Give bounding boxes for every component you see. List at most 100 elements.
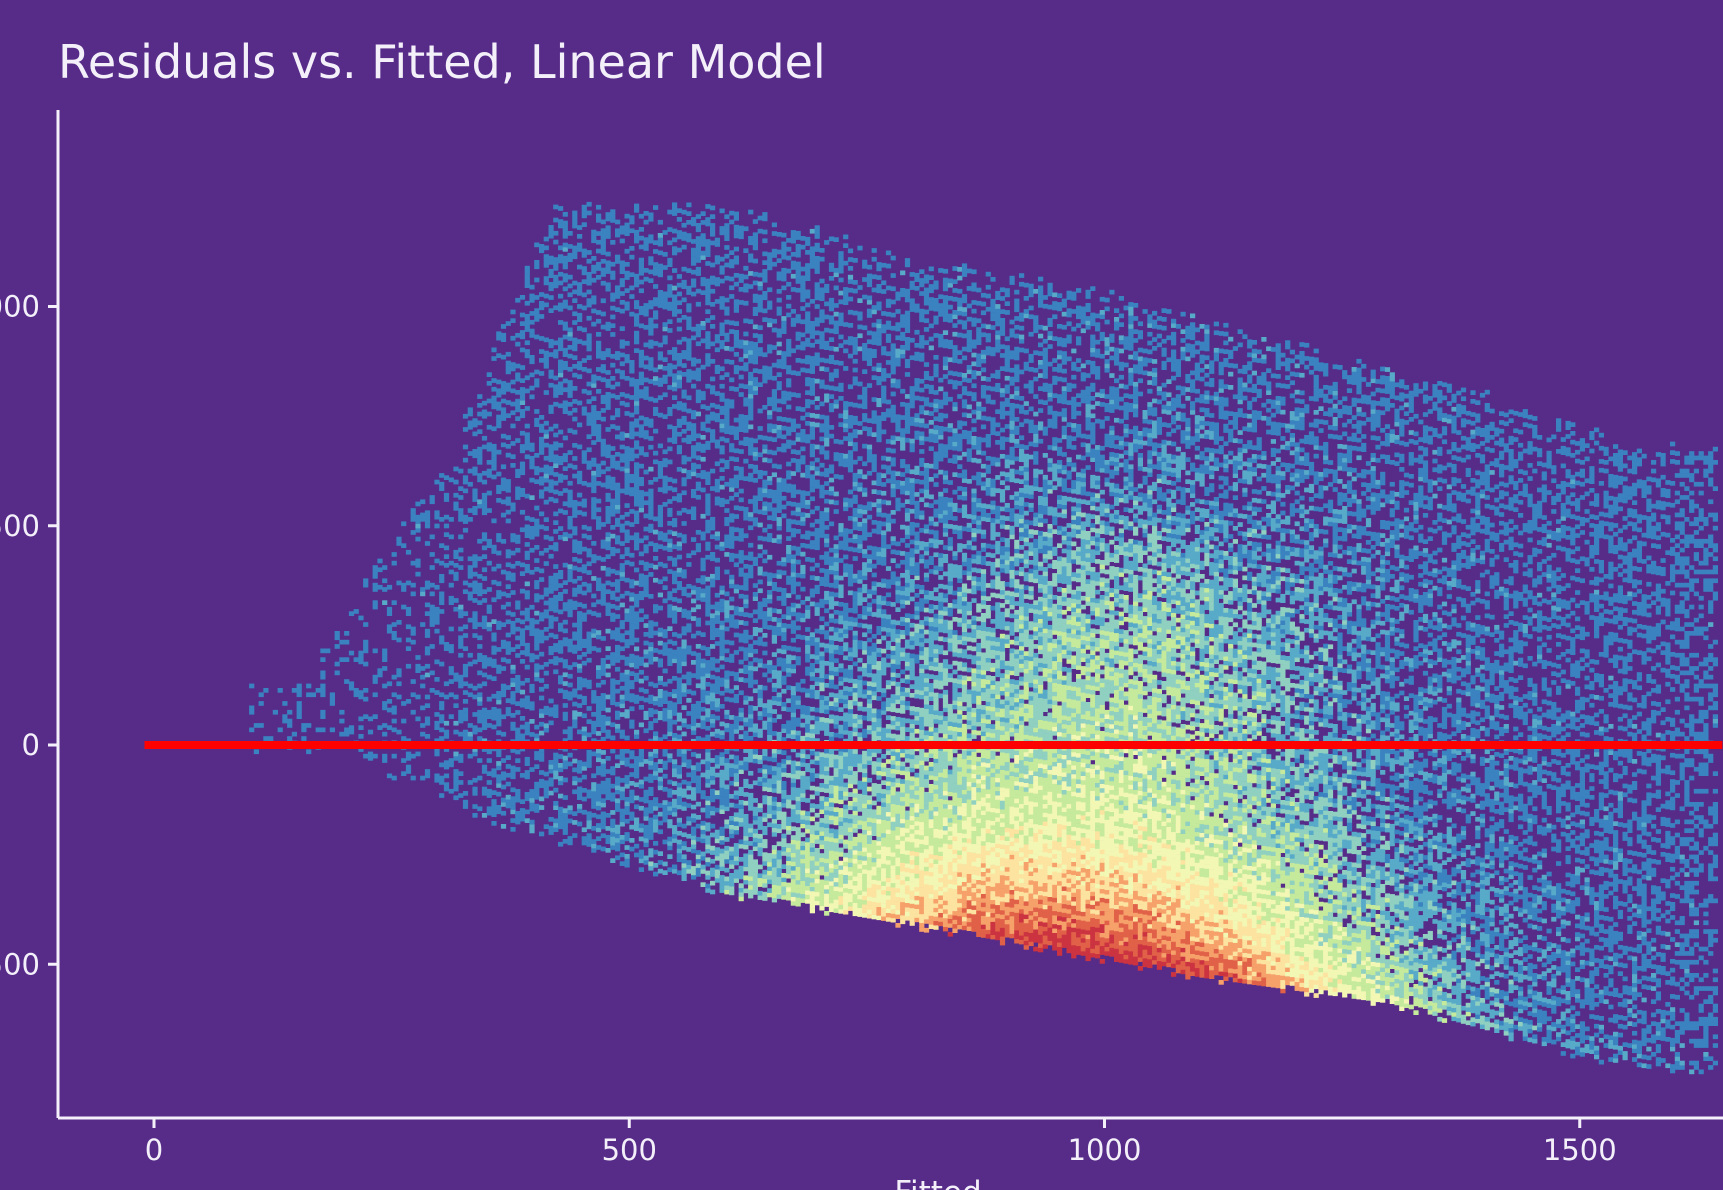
density-bin bbox=[714, 237, 720, 243]
density-bin bbox=[496, 379, 502, 385]
density-bin bbox=[743, 384, 749, 389]
density-bin bbox=[729, 855, 735, 861]
density-bin bbox=[705, 318, 711, 323]
density-bin bbox=[605, 606, 611, 612]
density-bin bbox=[762, 549, 768, 555]
density-bin bbox=[548, 602, 554, 607]
density-bin bbox=[667, 350, 673, 355]
density-bin bbox=[586, 644, 592, 650]
density-bin bbox=[534, 580, 540, 585]
density-bin bbox=[781, 324, 787, 330]
density-bin bbox=[567, 603, 573, 609]
density-bin bbox=[714, 878, 720, 883]
density-bin bbox=[481, 545, 488, 551]
density-bin bbox=[634, 453, 640, 459]
density-bin bbox=[729, 359, 735, 365]
density-bin bbox=[710, 205, 716, 211]
density-bin bbox=[534, 654, 540, 660]
density-bin bbox=[515, 376, 521, 382]
density-bin bbox=[705, 708, 711, 713]
density-bin bbox=[762, 308, 768, 314]
density-bin bbox=[686, 439, 692, 444]
density-bin bbox=[596, 463, 602, 469]
density-bin bbox=[719, 546, 725, 551]
density-bin bbox=[619, 291, 625, 296]
density-bin bbox=[710, 780, 716, 785]
density-bin bbox=[695, 271, 701, 276]
density-bin bbox=[762, 571, 768, 577]
density-bin bbox=[529, 806, 535, 812]
density-bin bbox=[634, 440, 640, 446]
density-bin bbox=[719, 704, 725, 709]
density-bin bbox=[572, 337, 578, 343]
density-bin bbox=[591, 475, 597, 480]
density-bin bbox=[615, 452, 621, 457]
density-bin bbox=[676, 699, 682, 705]
density-bin bbox=[743, 621, 749, 626]
density-bin bbox=[700, 597, 706, 602]
density-bin bbox=[686, 649, 692, 655]
density-bin bbox=[477, 446, 483, 452]
density-bin bbox=[567, 577, 573, 583]
density-bin bbox=[653, 323, 659, 329]
density-bin bbox=[714, 334, 720, 339]
density-bin bbox=[562, 510, 568, 515]
density-bin bbox=[776, 749, 782, 755]
density-bin bbox=[543, 591, 549, 597]
density-bin bbox=[686, 676, 692, 681]
density-bin bbox=[572, 688, 578, 694]
density-bin bbox=[676, 383, 682, 389]
density-bin bbox=[757, 803, 763, 808]
density-bin bbox=[648, 322, 654, 327]
density-bin bbox=[624, 468, 630, 473]
density-bin bbox=[771, 222, 777, 228]
density-bin bbox=[771, 709, 777, 714]
density-bin bbox=[629, 671, 635, 676]
density-bin bbox=[577, 681, 583, 686]
density-bin bbox=[529, 793, 535, 799]
density-bin bbox=[539, 713, 545, 718]
density-bin bbox=[657, 250, 663, 256]
density-bin bbox=[505, 764, 511, 769]
density-bin bbox=[695, 674, 701, 680]
density-bin bbox=[748, 380, 754, 386]
density-bin bbox=[757, 509, 763, 515]
density-bin bbox=[729, 285, 735, 291]
density-bin bbox=[567, 345, 573, 350]
density-bin bbox=[676, 217, 682, 222]
density-bin bbox=[752, 355, 758, 360]
density-bin bbox=[434, 777, 440, 783]
density-bin bbox=[548, 575, 554, 581]
density-bin bbox=[591, 602, 597, 608]
density-bin bbox=[515, 688, 521, 693]
density-bin bbox=[719, 730, 725, 736]
density-bin bbox=[786, 338, 792, 344]
density-bin bbox=[615, 789, 621, 795]
density-bin bbox=[624, 402, 630, 408]
density-bin bbox=[320, 692, 326, 698]
density-bin bbox=[662, 576, 668, 582]
density-bin bbox=[672, 228, 678, 234]
density-bin bbox=[667, 727, 673, 732]
density-bin bbox=[634, 694, 640, 700]
density-bin bbox=[672, 386, 678, 392]
density-bin bbox=[382, 753, 388, 759]
density-bin bbox=[676, 274, 682, 279]
density-bin bbox=[743, 331, 749, 337]
density-bin bbox=[505, 645, 511, 651]
density-bin bbox=[558, 574, 564, 580]
density-bin bbox=[729, 346, 735, 352]
density-bin bbox=[591, 497, 597, 502]
density-bin bbox=[757, 588, 763, 594]
density-bin bbox=[724, 232, 730, 237]
density-bin bbox=[320, 683, 326, 689]
density-bin bbox=[719, 410, 725, 415]
density-bin bbox=[672, 706, 678, 712]
density-bin bbox=[729, 767, 735, 773]
density-bin bbox=[667, 556, 673, 561]
density-bin bbox=[691, 432, 697, 437]
density-bin bbox=[676, 445, 682, 450]
density-bin bbox=[776, 596, 782, 601]
density-bin bbox=[790, 795, 796, 801]
density-bin bbox=[581, 454, 587, 460]
